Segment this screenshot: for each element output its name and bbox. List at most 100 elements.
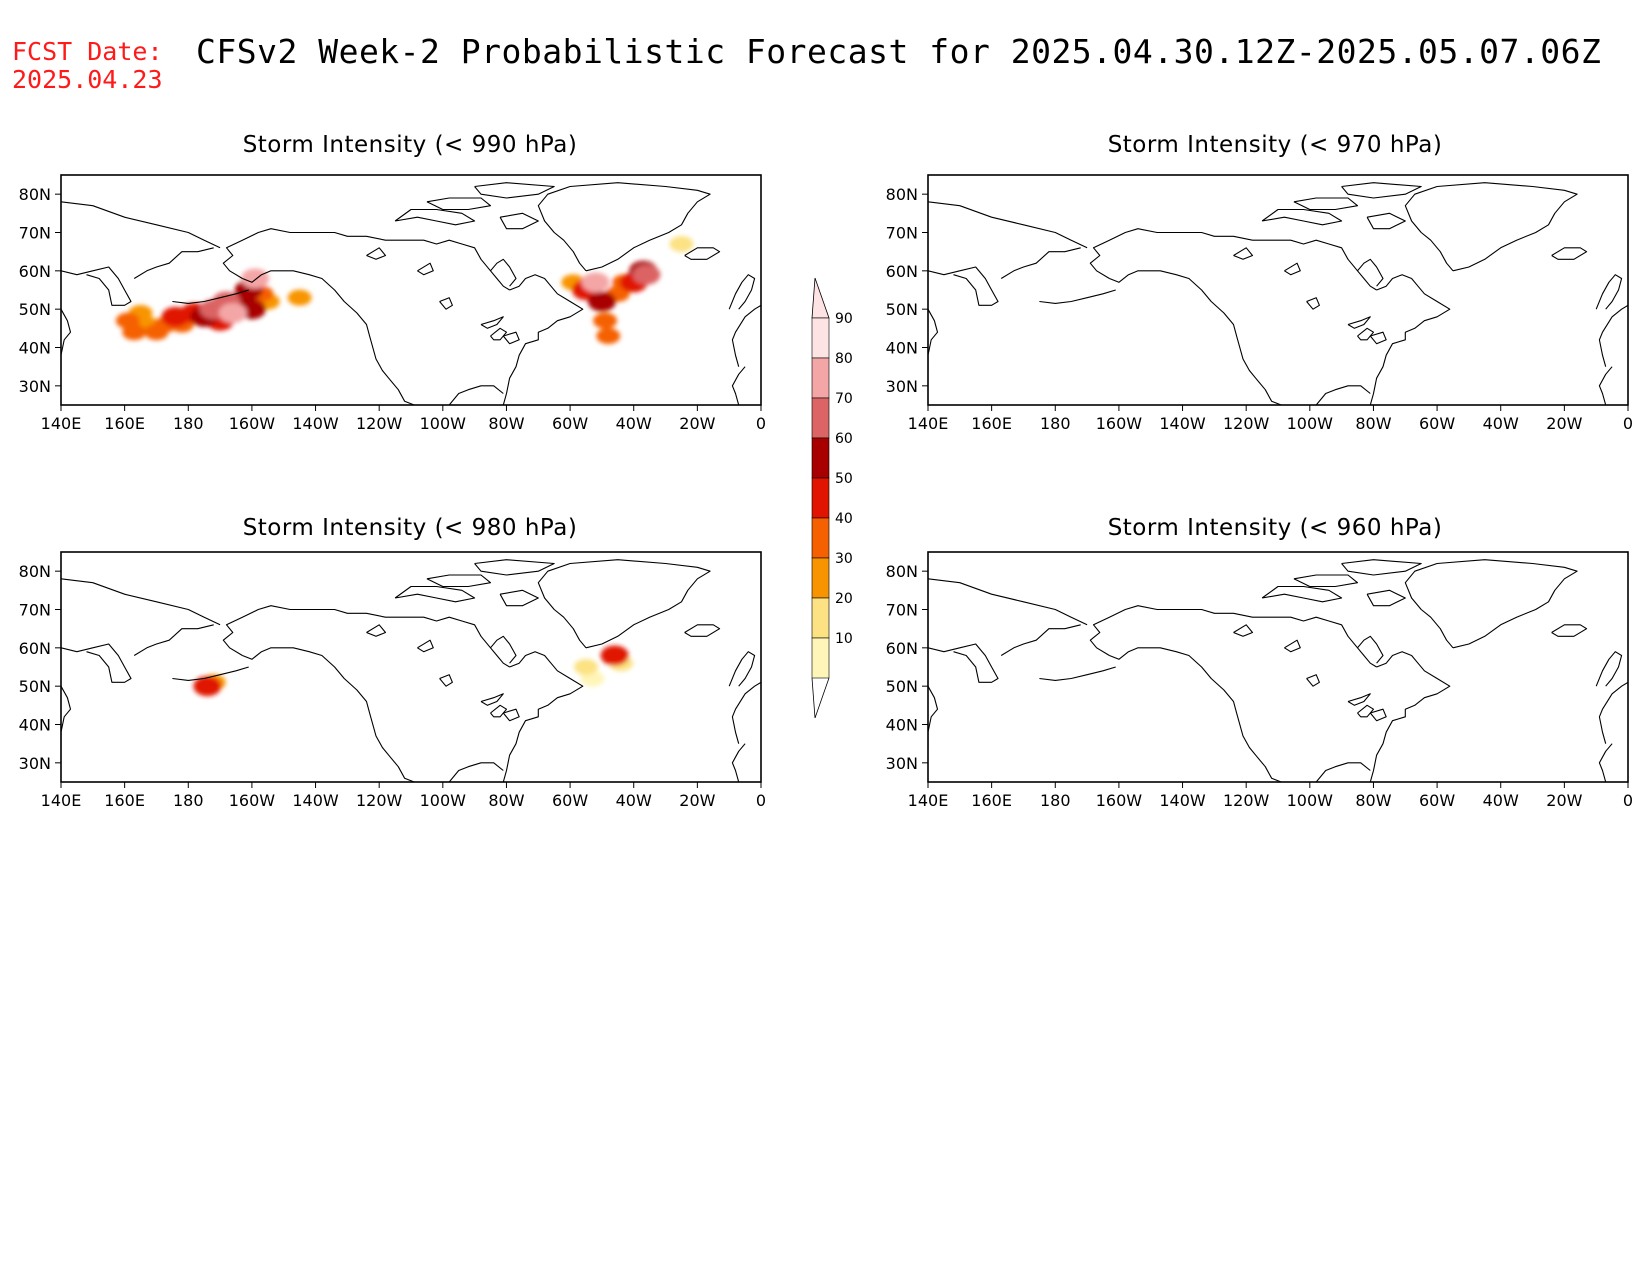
lon-tick-label: 0 — [1623, 414, 1633, 433]
lon-tick-label: 20W — [679, 414, 715, 433]
lon-tick-label: 100W — [1287, 414, 1334, 433]
coastline-segment — [366, 247, 387, 260]
lon-tick-label: 160E — [104, 791, 145, 810]
coastline-segment — [1089, 605, 1377, 668]
coastline-segment — [439, 297, 453, 310]
coastline-segment — [439, 674, 453, 687]
coastline-segment — [61, 308, 72, 371]
lon-tick-label: 60W — [552, 414, 588, 433]
lon-tick-label: 60W — [1419, 791, 1455, 810]
coastline-segment — [474, 559, 555, 576]
coastline-segment — [480, 316, 504, 329]
probability-cell — [669, 236, 694, 252]
lat-tick-label: 80N — [886, 562, 918, 581]
colorbar-label: 90 — [835, 311, 853, 327]
map-panel-980: 140E 160E 180 160W 140W 120W 100W 80W 60W 40W 20W 0… — [19, 551, 766, 810]
lat-tick-label: 60N — [886, 262, 918, 281]
coastline-segment — [1598, 743, 1613, 782]
lat-tick-label: 50N — [886, 300, 918, 319]
colorbar: 90 80 70 60 50 40 30 20 10 — [811, 277, 853, 719]
colorbar-label: 60 — [835, 431, 853, 447]
coastline-segment — [928, 685, 939, 748]
lat-tick-label: 50N — [886, 677, 918, 696]
lon-tick-label: 160W — [1096, 791, 1143, 810]
coastline-segment — [1357, 704, 1375, 718]
lon-tick-label: 60W — [552, 791, 588, 810]
lon-tick-label: 120W — [1223, 414, 1270, 433]
lat-tick-label: 60N — [19, 639, 51, 658]
coastline-segment — [417, 262, 434, 276]
lat-tick-label: 80N — [19, 562, 51, 581]
coastline-segment — [61, 643, 132, 683]
lon-tick-label: 40W — [616, 414, 652, 433]
coastline-segment — [1369, 651, 1451, 782]
lon-tick-label: 80W — [488, 791, 524, 810]
lon-tick-label: 120W — [356, 791, 403, 810]
coastline-segment — [1109, 270, 1282, 405]
map-frame — [927, 174, 1629, 406]
coastline-segment — [1293, 574, 1359, 588]
lon-tick-label: 120W — [356, 414, 403, 433]
coastline-segment — [1595, 274, 1623, 310]
lat-tick-label: 70N — [19, 224, 51, 243]
colorbar-swatch — [811, 317, 830, 359]
coastline-segment — [928, 308, 939, 371]
coastline-segment — [684, 624, 721, 637]
coastline-segment — [1315, 762, 1371, 782]
fcst-date-label: FCST Date: — [12, 37, 163, 66]
coastline-segment — [731, 743, 746, 782]
coastline-segment — [537, 182, 711, 272]
coastline-segment — [537, 559, 711, 649]
coastline-segment — [1284, 262, 1301, 276]
map-frame — [60, 174, 762, 406]
coastline-segment — [61, 578, 221, 626]
coastline-segment — [928, 578, 1088, 626]
lon-tick-label: 160E — [104, 414, 145, 433]
coastline-segment — [1261, 208, 1343, 226]
coastline-segment — [1233, 247, 1254, 260]
coastline-segment — [1598, 681, 1628, 744]
probability-region — [115, 268, 312, 341]
coastlines — [928, 182, 1628, 405]
lat-tick-label: 30N — [19, 754, 51, 773]
lon-tick-label: 180 — [173, 414, 204, 433]
panel-title-970: Storm Intensity (< 970 hPa) — [1107, 132, 1443, 158]
probability-cell — [241, 268, 270, 289]
coastline-segment — [474, 182, 555, 199]
lon-tick-label: 180 — [1040, 414, 1071, 433]
coastline-segment — [133, 624, 214, 656]
coastline-segment — [490, 327, 508, 341]
coastline-segment — [1341, 559, 1422, 576]
coastline-segment — [394, 208, 476, 226]
lat-tick-label: 50N — [19, 677, 51, 696]
lon-tick-label: 160W — [229, 791, 276, 810]
probability-cell — [587, 291, 616, 312]
coastline-segment — [1261, 585, 1343, 603]
coastline-segment — [490, 258, 517, 287]
probability-cell — [596, 328, 621, 344]
probability-cell — [574, 659, 598, 675]
coastline-segment — [1369, 274, 1451, 405]
probability-cell — [193, 676, 222, 697]
coastline-segment — [1366, 589, 1406, 607]
coastline-segment — [480, 693, 504, 706]
coastline-segment — [1357, 258, 1384, 287]
colorbar-swatch — [811, 597, 830, 639]
coastline-segment — [1306, 674, 1320, 687]
lat-tick-label: 30N — [19, 377, 51, 396]
coastline-segment — [1315, 385, 1371, 405]
lon-tick-label: 40W — [1483, 414, 1519, 433]
coastline-segment — [1039, 666, 1116, 681]
probability-cell — [287, 289, 312, 306]
lat-tick-label: 40N — [886, 339, 918, 358]
coastline-segment — [928, 201, 1088, 249]
coastlines — [61, 182, 761, 405]
colorbar-swatch — [811, 477, 830, 519]
panel-title-980: Storm Intensity (< 980 hPa) — [242, 515, 578, 541]
colorbar-top-arrow — [811, 277, 830, 319]
lat-tick-label: 40N — [19, 716, 51, 735]
lon-tick-label: 100W — [1287, 791, 1334, 810]
coastline-segment — [499, 212, 539, 230]
lon-tick-label: 60W — [1419, 414, 1455, 433]
coastline-segment — [1551, 247, 1588, 260]
